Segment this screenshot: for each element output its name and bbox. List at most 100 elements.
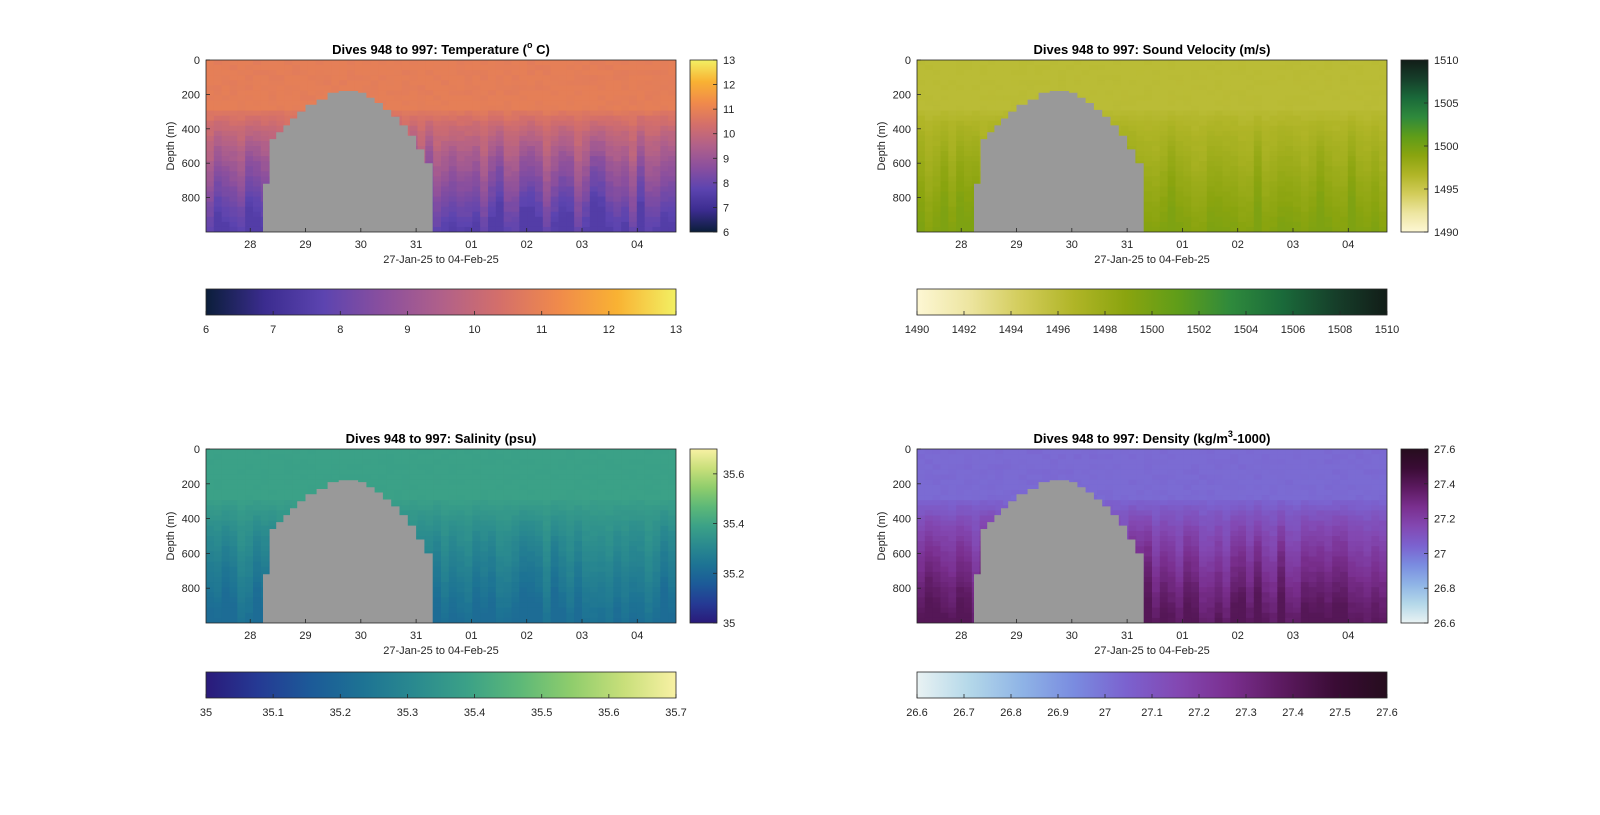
heatmap-cell xyxy=(1293,181,1302,188)
heatmap-cell xyxy=(1238,176,1247,183)
heatmap-cell xyxy=(535,80,544,86)
heatmap-cell xyxy=(956,186,965,193)
heatmap-cell xyxy=(1316,75,1325,81)
heatmap-cell xyxy=(1269,115,1278,122)
heatmap-cell xyxy=(1269,70,1278,76)
heatmap-cell xyxy=(971,70,981,76)
heatmap-cell xyxy=(574,191,583,198)
heatmap-cell xyxy=(1183,80,1192,86)
heatmap-cell xyxy=(245,146,254,152)
heatmap-cell xyxy=(480,156,489,162)
heatmap-cell xyxy=(221,196,231,203)
heatmap-cell xyxy=(1199,125,1208,132)
heatmap-cell xyxy=(1238,151,1247,157)
heatmap-cell xyxy=(1285,201,1294,208)
y-tick-label: 600 xyxy=(893,158,911,170)
heatmap-cell xyxy=(221,186,231,193)
heatmap-cell xyxy=(237,602,246,609)
heatmap-cell xyxy=(1246,60,1255,66)
heatmap-cell xyxy=(535,95,544,102)
heatmap-cell xyxy=(987,95,996,102)
heatmap-cell xyxy=(1144,65,1153,71)
heatmap-cell xyxy=(956,176,965,183)
heatmap-cell xyxy=(503,206,513,213)
heatmap-cell xyxy=(1379,135,1387,142)
heatmap-cell xyxy=(924,65,934,71)
heatmap-cell xyxy=(260,520,270,527)
heatmap-cell xyxy=(1355,90,1365,97)
heatmap-cell xyxy=(1105,90,1114,97)
heatmap-cell xyxy=(1120,85,1130,91)
heatmap-cell xyxy=(613,216,622,223)
heatmap-cell xyxy=(668,70,676,76)
heatmap-cell xyxy=(245,541,254,547)
heatmap-cell xyxy=(948,130,957,137)
heatmap-cell xyxy=(1167,110,1177,117)
heatmap-cell xyxy=(1269,60,1278,66)
heatmap-cell xyxy=(1355,181,1365,188)
heatmap-cell xyxy=(206,505,215,512)
heatmap-cell xyxy=(924,146,934,152)
heatmap-cell xyxy=(206,561,215,568)
heatmap-cell xyxy=(1308,75,1318,81)
heatmap-cell xyxy=(932,206,942,213)
heatmap-cell xyxy=(1018,60,1028,66)
heatmap-cell xyxy=(221,592,231,599)
heatmap-cell xyxy=(644,115,654,122)
heatmap-cell xyxy=(370,70,379,76)
heatmap-cell xyxy=(425,156,434,162)
heatmap-cell xyxy=(229,176,238,183)
heatmap-cell xyxy=(495,216,505,223)
heatmap-cell xyxy=(1089,65,1098,71)
heatmap-cell xyxy=(221,161,231,167)
heatmap-cell xyxy=(660,75,669,81)
heatmap-cell xyxy=(417,85,426,91)
heatmap-cell xyxy=(1246,156,1255,162)
heatmap-cell xyxy=(1199,211,1208,218)
heatmap-cell xyxy=(1371,140,1380,147)
heatmap-cell xyxy=(660,166,669,172)
heatmap-cell xyxy=(566,110,575,117)
heatmap-cell xyxy=(1097,85,1106,91)
heatmap-cell xyxy=(378,484,387,491)
heatmap-cell xyxy=(1269,95,1278,102)
heatmap-cell xyxy=(339,459,348,465)
heatmap-cell xyxy=(245,206,254,213)
heatmap-cell xyxy=(1363,110,1372,117)
heatmap-cell xyxy=(1347,120,1357,127)
heatmap-cell xyxy=(386,90,395,97)
heatmap-cell xyxy=(221,95,231,102)
heatmap-cell xyxy=(948,120,957,127)
heatmap-cell xyxy=(956,105,965,112)
heatmap-cell xyxy=(917,191,926,198)
heatmap-cell xyxy=(1222,156,1231,162)
heatmap-cell xyxy=(1230,176,1239,183)
heatmap-cell xyxy=(1183,186,1192,193)
heatmap-cell xyxy=(924,130,934,137)
heatmap-cell xyxy=(542,125,552,132)
heatmap-cell xyxy=(519,211,528,218)
heatmap-cell xyxy=(566,161,575,167)
heatmap-cell xyxy=(495,65,505,71)
heatmap-cell xyxy=(1285,166,1294,172)
heatmap-cell xyxy=(1238,95,1247,102)
heatmap-cell xyxy=(964,211,973,218)
heatmap-cell xyxy=(1253,221,1263,228)
heatmap-cell xyxy=(1081,70,1090,76)
heatmap-cell xyxy=(441,156,450,162)
heatmap-cell xyxy=(1300,146,1310,152)
heatmap-cell xyxy=(213,607,223,614)
heatmap-cell xyxy=(566,85,575,91)
heatmap-cell xyxy=(1308,140,1318,147)
heatmap-cell xyxy=(229,536,238,542)
heatmap-cell xyxy=(245,530,254,537)
heatmap-cell xyxy=(1230,105,1239,112)
heatmap-cell xyxy=(940,166,949,172)
heatmap-cell xyxy=(448,80,458,86)
heatmap-cell xyxy=(527,90,536,97)
heatmap-cell xyxy=(668,226,676,232)
heatmap-cell xyxy=(253,191,262,198)
heatmap-cell xyxy=(558,226,567,232)
heatmap-cell xyxy=(1269,196,1278,203)
heatmap-cell xyxy=(558,216,567,223)
